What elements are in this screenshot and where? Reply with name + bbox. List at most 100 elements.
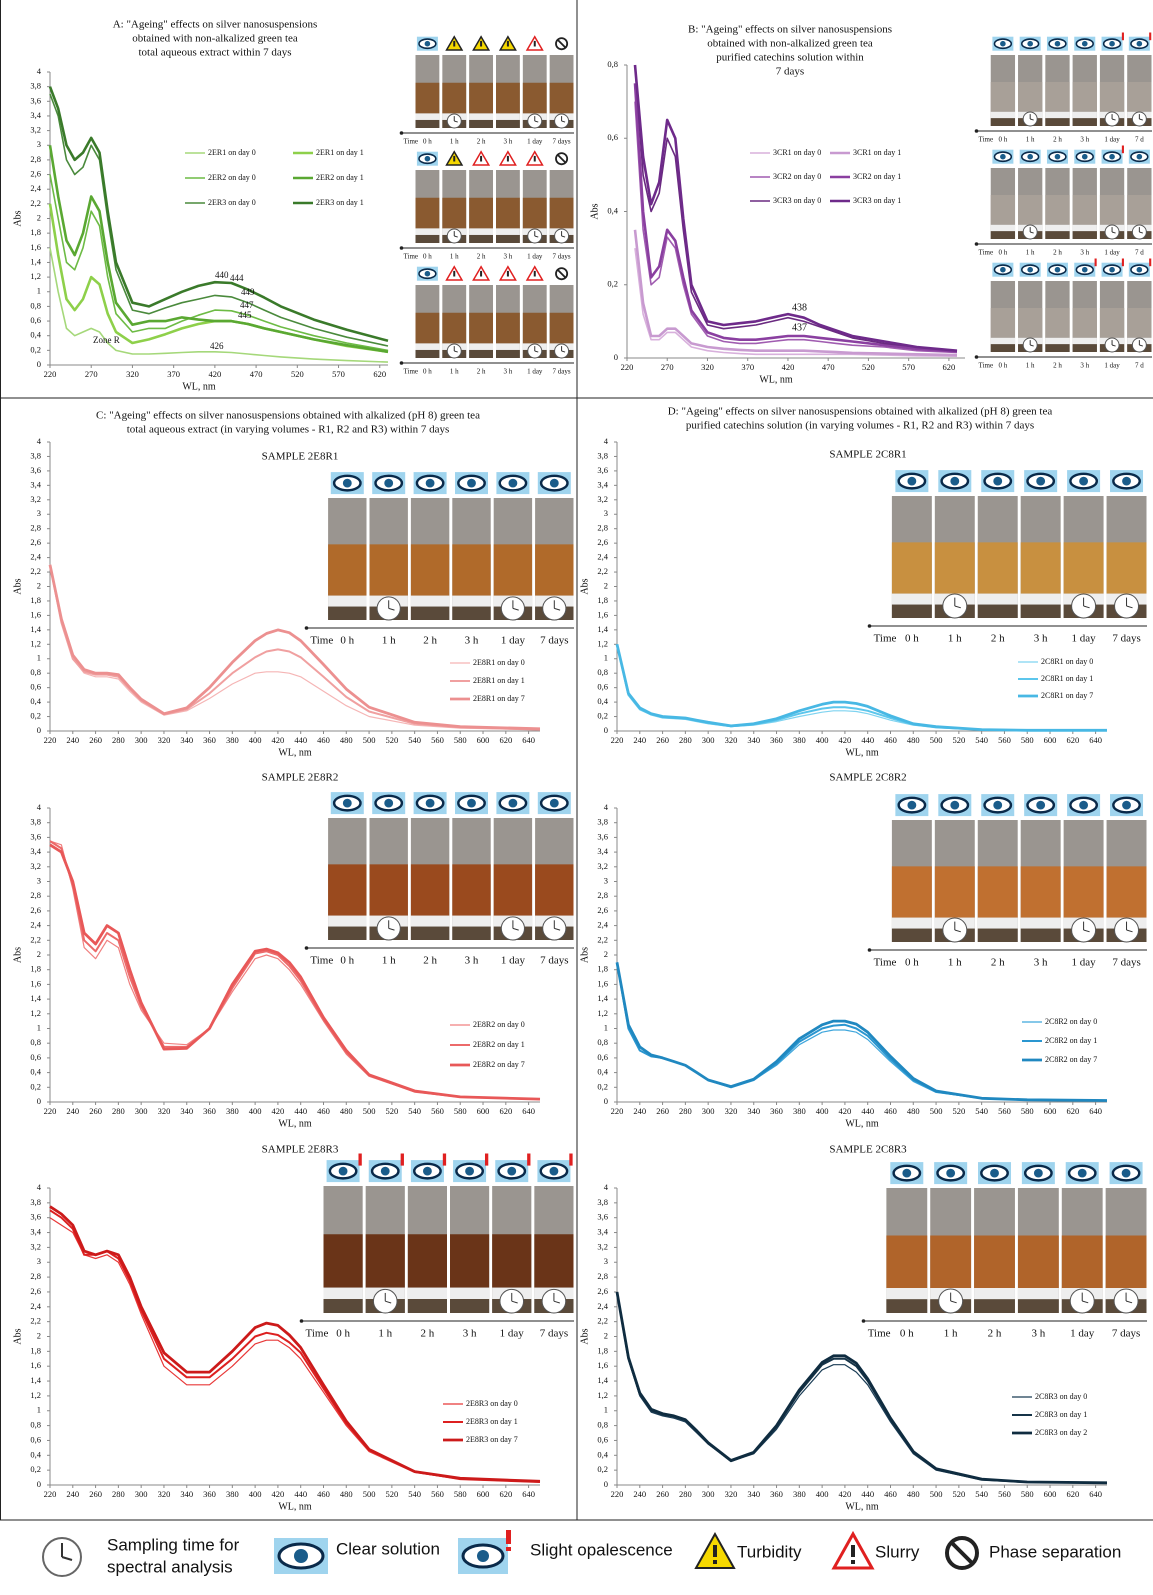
- eye-pupil: [425, 271, 431, 277]
- time-label: 2 h: [991, 957, 1005, 969]
- y-tick-label: 3,4: [30, 479, 41, 489]
- peak-annotation: 445: [238, 310, 252, 320]
- tube-label: [1018, 1288, 1059, 1299]
- eye-pupil: [1000, 154, 1006, 160]
- x-tick-label: 280: [112, 735, 125, 745]
- tube-liquid: [442, 313, 466, 344]
- timeline-end: [300, 1319, 304, 1323]
- opalescence-mark: [1122, 33, 1124, 41]
- legend-label: 2C8R2 on day 7: [1045, 1055, 1097, 1064]
- legend-label: 2ER2 on day 1: [316, 173, 364, 182]
- x-tick-label: 400: [816, 735, 829, 745]
- icon-mark: [534, 41, 536, 47]
- tube-base: [1021, 605, 1061, 618]
- x-tick-label: 420: [272, 735, 285, 745]
- x-tick-label: 560: [431, 735, 444, 745]
- x-tick-label: 240: [633, 735, 646, 745]
- tube-liquid: [935, 542, 975, 593]
- tube-liquid: [469, 83, 493, 114]
- tube-liquid: [1127, 308, 1151, 338]
- x-tick-label: 280: [112, 1106, 125, 1116]
- time-label: Time: [306, 1328, 329, 1340]
- tube-liquid: [1018, 82, 1042, 112]
- tube-liquid: [370, 864, 408, 915]
- y-tick-label: 1,4: [597, 1375, 608, 1385]
- y-tick-label: 1,2: [597, 1008, 608, 1018]
- time-label: 0 h: [999, 362, 1008, 370]
- tube-liquid: [1018, 1236, 1059, 1289]
- time-label: Time: [404, 138, 419, 146]
- sample-title: SAMPLE 2E8R3: [262, 1144, 339, 1156]
- legend-label: 2E8R3 on day 1: [466, 1417, 518, 1426]
- y-tick-label: 1,2: [30, 271, 41, 281]
- tube-liquid: [892, 542, 932, 593]
- time-label: 1 day: [1104, 249, 1120, 257]
- y-axis-label: Abs: [589, 203, 600, 219]
- y-tick-label: 3,4: [597, 479, 608, 489]
- time-label: 1 h: [450, 138, 459, 146]
- tube-liquid: [452, 544, 490, 595]
- y-tick-label: 0,6: [607, 132, 618, 142]
- x-tick-label: 620: [499, 1106, 512, 1116]
- panel-title: D: "Ageing" effects on silver nanosuspen…: [668, 406, 1053, 418]
- y-tick-label: 2,6: [30, 1286, 41, 1296]
- tube-liquid: [442, 83, 466, 114]
- x-tick-label: 300: [135, 735, 148, 745]
- x-tick-label: 380: [226, 735, 239, 745]
- eye-pupil: [1122, 801, 1131, 810]
- time-label: 2 h: [423, 955, 437, 967]
- tube-liquid: [935, 866, 975, 917]
- panel-title: B: "Ageing" effects on silver nanosuspen…: [688, 24, 892, 36]
- x-tick-label: 220: [44, 1106, 57, 1116]
- timeline-end: [400, 361, 404, 365]
- y-tick-label: 0,6: [597, 682, 608, 692]
- icon-mark: [507, 41, 509, 47]
- tube-base: [452, 927, 490, 940]
- time-label: 1 h: [1026, 136, 1035, 144]
- icon-mark: [453, 41, 455, 47]
- time-label: Time: [404, 368, 419, 376]
- y-tick-label: 1: [604, 653, 608, 663]
- peak-annotation: Zone R: [93, 335, 120, 345]
- opalescence-mark: [1149, 259, 1151, 267]
- x-tick-label: 640: [522, 1106, 535, 1116]
- y-tick-label: 0: [604, 1096, 608, 1106]
- x-tick-label: 300: [135, 1106, 148, 1116]
- y-tick-label: 3,6: [30, 831, 41, 841]
- y-tick-label: 0,2: [597, 1464, 608, 1474]
- tube-liquid: [1073, 195, 1097, 225]
- x-tick-label: 440: [294, 735, 307, 745]
- footer-label: Slight opalescence: [530, 1540, 673, 1559]
- tube-label: [991, 112, 1015, 118]
- y-tick-label: 2,4: [597, 920, 608, 930]
- x-tick-label: 560: [998, 1489, 1011, 1499]
- y-tick-label: 0: [37, 725, 41, 735]
- opalescence-mark: [1095, 259, 1097, 267]
- time-label: 3 h: [1080, 362, 1089, 370]
- x-tick-label: 480: [340, 1489, 353, 1499]
- y-axis-label: Abs: [12, 578, 23, 594]
- panel-title: obtained with non-alkalized green tea: [707, 38, 873, 50]
- time-label: Time: [874, 633, 897, 645]
- y-tick-label: 0,4: [597, 1067, 608, 1077]
- legend-label: 3CR1 on day 0: [773, 148, 821, 157]
- time-label: 1 h: [382, 955, 396, 967]
- y-tick-label: 0,4: [30, 330, 41, 340]
- x-axis-label: WL, nm: [845, 1118, 879, 1129]
- tube-liquid: [328, 864, 366, 915]
- sample-title: SAMPLE 2E8R1: [262, 451, 339, 463]
- time-label: 3 h: [504, 138, 513, 146]
- tube-base: [1073, 118, 1097, 126]
- tube-liquid: [1064, 542, 1104, 593]
- tube-base: [324, 1299, 363, 1313]
- y-tick-label: 1,4: [30, 256, 41, 266]
- time-label: 1 day: [1070, 1328, 1095, 1340]
- y-tick-label: 3: [37, 1256, 41, 1266]
- tube-liquid: [494, 864, 532, 915]
- y-axis-label: Abs: [579, 947, 590, 963]
- time-label: 1 h: [1026, 362, 1035, 370]
- x-tick-label: 360: [203, 1489, 216, 1499]
- eye-pupil: [1079, 477, 1088, 486]
- eye-pupil: [550, 799, 559, 808]
- tube-label: [978, 594, 1018, 605]
